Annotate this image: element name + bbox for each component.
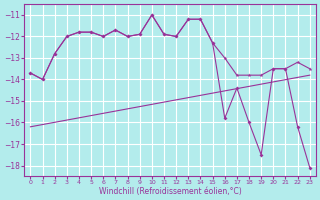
X-axis label: Windchill (Refroidissement éolien,°C): Windchill (Refroidissement éolien,°C) xyxy=(99,187,242,196)
